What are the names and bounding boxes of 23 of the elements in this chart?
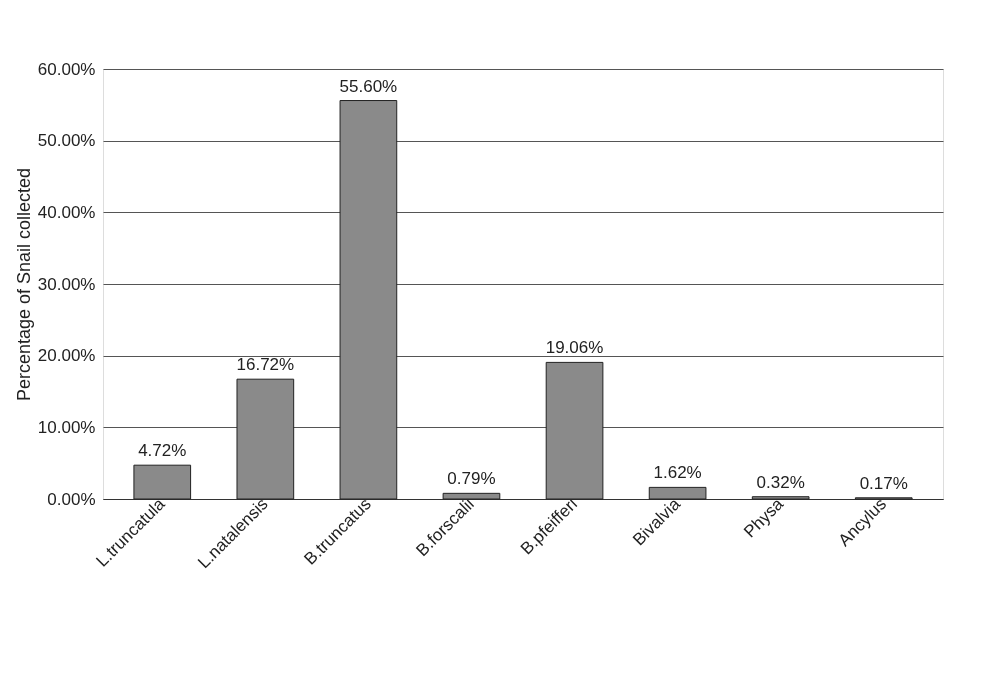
y-tick-label: 10.00% xyxy=(37,417,96,437)
data-label: 1.62% xyxy=(653,463,702,483)
bar xyxy=(339,100,398,500)
bar xyxy=(236,378,295,500)
data-label: 4.72% xyxy=(138,441,187,461)
data-label: 0.17% xyxy=(859,473,908,493)
y-tick-label: 60.00% xyxy=(37,59,96,79)
y-tick-label: 50.00% xyxy=(37,131,96,151)
data-label: 0.79% xyxy=(447,469,496,489)
y-tick-label: 20.00% xyxy=(37,346,96,366)
y-axis-title: Percentage of Snail collected xyxy=(13,167,34,402)
bar xyxy=(545,361,604,500)
bar xyxy=(648,486,707,500)
bar xyxy=(751,496,810,500)
data-label: 55.60% xyxy=(339,76,398,96)
bar xyxy=(442,492,501,500)
data-label: 19.06% xyxy=(545,338,604,358)
y-tick-label: 30.00% xyxy=(37,274,96,294)
data-label: 16.72% xyxy=(236,355,295,375)
y-tick-label: 0.00% xyxy=(47,489,96,509)
y-tick-label: 40.00% xyxy=(37,202,96,222)
bar xyxy=(133,464,192,500)
data-label: 0.32% xyxy=(756,472,805,492)
